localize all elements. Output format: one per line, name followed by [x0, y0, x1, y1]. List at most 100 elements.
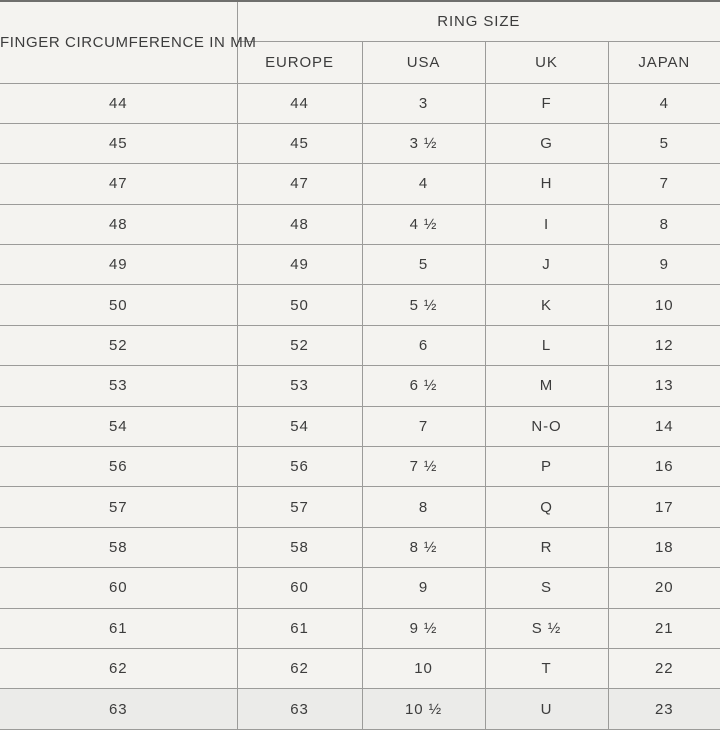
- cell-europe: 58: [237, 527, 363, 569]
- cell-uk: U: [485, 688, 609, 730]
- cell-europe: 52: [237, 325, 363, 367]
- table-row: 63 63 10 ½ U 23: [0, 688, 720, 730]
- table-row: 54 54 7 N-O 14: [0, 406, 720, 448]
- cell-usa: 3 ½: [362, 123, 486, 165]
- table-row: 62 62 10 T 22: [0, 648, 720, 690]
- cell-europe: 44: [237, 83, 363, 124]
- cell-europe: 45: [237, 123, 363, 165]
- cell-usa: 6: [362, 325, 486, 367]
- cell-japan: 9: [608, 244, 720, 286]
- cell-japan: 23: [608, 688, 720, 730]
- cell-finger-circumference-mm: 50: [0, 284, 238, 326]
- cell-usa: 5 ½: [362, 284, 486, 326]
- cell-finger-circumference-mm: 48: [0, 204, 238, 246]
- header-sub-row: EUROPE USA UK JAPAN: [0, 41, 720, 84]
- cell-finger-circumference-mm: 57: [0, 486, 238, 528]
- table-row: 56 56 7 ½ P 16: [0, 446, 720, 488]
- cell-japan: 22: [608, 648, 720, 690]
- cell-japan: 14: [608, 406, 720, 448]
- cell-finger-circumference-mm: 54: [0, 406, 238, 448]
- table-row: 50 50 5 ½ K 10: [0, 284, 720, 326]
- cell-europe: 50: [237, 284, 363, 326]
- cell-uk: K: [485, 284, 609, 326]
- cell-uk: P: [485, 446, 609, 488]
- cell-finger-circumference-mm: 53: [0, 365, 238, 407]
- cell-uk: T: [485, 648, 609, 690]
- cell-usa: 4 ½: [362, 204, 486, 246]
- cell-europe: 54: [237, 406, 363, 448]
- column-header-europe: EUROPE: [237, 41, 363, 84]
- cell-japan: 21: [608, 608, 720, 649]
- cell-usa: 8 ½: [362, 527, 486, 569]
- table-row: 49 49 5 J 9: [0, 244, 720, 286]
- cell-japan: 8: [608, 204, 720, 246]
- cell-finger-circumference-mm: 49: [0, 244, 238, 286]
- table-row: 53 53 6 ½ M 13: [0, 365, 720, 407]
- cell-europe: 53: [237, 365, 363, 407]
- cell-europe: 60: [237, 567, 363, 609]
- cell-usa: 9: [362, 567, 486, 609]
- cell-japan: 20: [608, 567, 720, 609]
- header-group-row: FINGER CIRCUMFERENCE IN MM RING SIZE: [0, 1, 720, 84]
- cell-japan: 13: [608, 365, 720, 407]
- cell-finger-circumference-mm: 56: [0, 446, 238, 488]
- cell-europe: 63: [237, 688, 363, 730]
- cell-finger-circumference-mm: 44: [0, 83, 238, 124]
- cell-usa: 4: [362, 163, 486, 205]
- cell-usa: 9 ½: [362, 608, 486, 649]
- cell-usa: 10: [362, 648, 486, 690]
- cell-usa: 10 ½: [362, 688, 486, 730]
- cell-uk: S ½: [485, 608, 609, 649]
- table-row: 58 58 8 ½ R 18: [0, 527, 720, 569]
- cell-japan: 17: [608, 486, 720, 528]
- cell-japan: 10: [608, 284, 720, 326]
- cell-europe: 48: [237, 204, 363, 246]
- cell-japan: 4: [608, 83, 720, 124]
- table-row: 52 52 6 L 12: [0, 325, 720, 367]
- cell-uk: H: [485, 163, 609, 205]
- column-header-usa: USA: [362, 41, 486, 84]
- cell-europe: 57: [237, 486, 363, 528]
- cell-usa: 7 ½: [362, 446, 486, 488]
- cell-uk: R: [485, 527, 609, 569]
- cell-japan: 7: [608, 163, 720, 205]
- cell-finger-circumference-mm: 45: [0, 123, 238, 165]
- cell-uk: I: [485, 204, 609, 246]
- cell-finger-circumference-mm: 58: [0, 527, 238, 569]
- cell-europe: 47: [237, 163, 363, 205]
- cell-uk: S: [485, 567, 609, 609]
- column-header-japan: JAPAN: [608, 41, 720, 84]
- cell-usa: 5: [362, 244, 486, 286]
- table-row: 57 57 8 Q 17: [0, 486, 720, 528]
- cell-uk: N-O: [485, 406, 609, 448]
- cell-uk: Q: [485, 486, 609, 528]
- cell-europe: 56: [237, 446, 363, 488]
- cell-finger-circumference-mm: 47: [0, 163, 238, 205]
- table-row: 60 60 9 S 20: [0, 567, 720, 609]
- cell-uk: G: [485, 123, 609, 165]
- table-row: 47 47 4 H 7: [0, 163, 720, 205]
- cell-uk: F: [485, 83, 609, 124]
- cell-finger-circumference-mm: 52: [0, 325, 238, 367]
- cell-japan: 16: [608, 446, 720, 488]
- cell-europe: 49: [237, 244, 363, 286]
- cell-europe: 61: [237, 608, 363, 649]
- cell-finger-circumference-mm: 63: [0, 688, 238, 730]
- cell-finger-circumference-mm: 60: [0, 567, 238, 609]
- cell-japan: 5: [608, 123, 720, 165]
- cell-europe: 62: [237, 648, 363, 690]
- cell-uk: L: [485, 325, 609, 367]
- cell-finger-circumference-mm: 61: [0, 608, 238, 649]
- cell-usa: 3: [362, 83, 486, 124]
- column-group-header-ring-size: RING SIZE: [237, 1, 720, 42]
- table-row: 44 44 3 F 4: [0, 83, 720, 124]
- column-header-finger-circumference-mm: FINGER CIRCUMFERENCE IN MM: [0, 1, 256, 84]
- cell-usa: 6 ½: [362, 365, 486, 407]
- cell-uk: M: [485, 365, 609, 407]
- cell-japan: 18: [608, 527, 720, 569]
- cell-uk: J: [485, 244, 609, 286]
